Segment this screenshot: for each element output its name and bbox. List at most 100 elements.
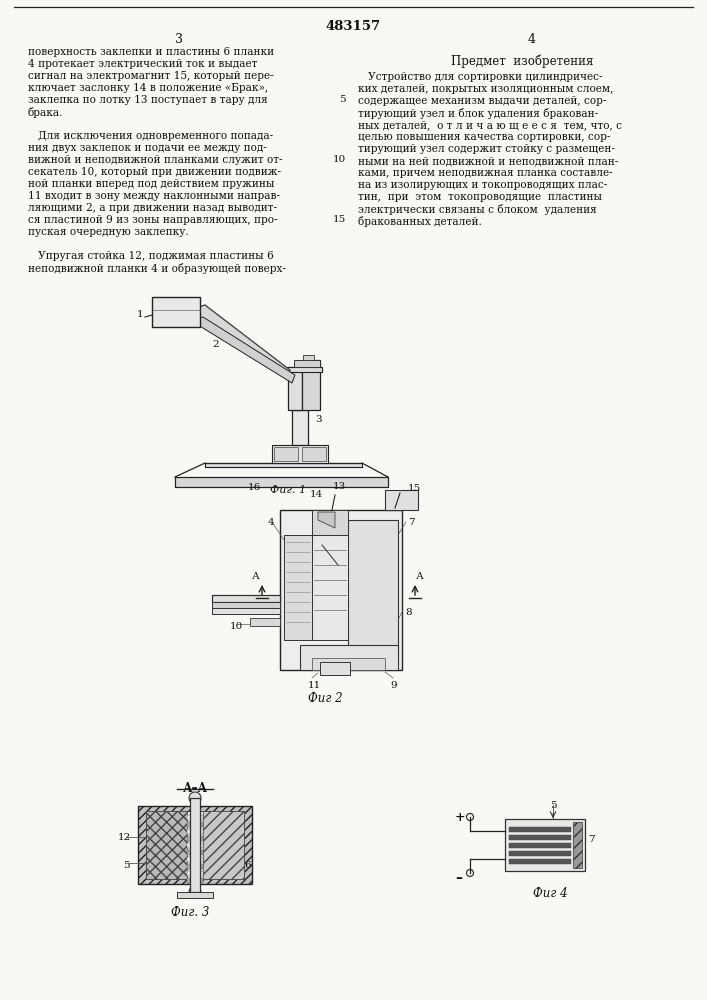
Polygon shape [187, 843, 203, 848]
Polygon shape [212, 595, 280, 602]
Polygon shape [280, 510, 402, 670]
Text: ных деталей,  о т л и ч а ю щ е е с я  тем, что, с: ных деталей, о т л и ч а ю щ е е с я тем… [358, 120, 622, 130]
Polygon shape [187, 857, 203, 862]
Text: секатель 10, который при движении подвиж-: секатель 10, который при движении подвиж… [28, 167, 281, 177]
Polygon shape [175, 477, 388, 487]
Text: 10: 10 [333, 155, 346, 164]
Polygon shape [312, 535, 348, 640]
Polygon shape [212, 602, 280, 608]
Text: поверхность заклепки и пластины 6 планки: поверхность заклепки и пластины 6 планки [28, 47, 274, 57]
Text: ками, причем неподвижная планка составле-: ками, причем неподвижная планка составле… [358, 168, 613, 178]
Text: целью повышения качества сортировки, сор-: целью повышения качества сортировки, сор… [358, 132, 610, 142]
Text: Упругая стойка 12, поджимая пластины 6: Упругая стойка 12, поджимая пластины 6 [28, 251, 274, 261]
Polygon shape [187, 864, 203, 869]
Polygon shape [312, 658, 385, 670]
Text: 8: 8 [405, 608, 411, 617]
Text: Устройство для сортировки цилиндричес-: Устройство для сортировки цилиндричес- [358, 72, 602, 82]
Polygon shape [138, 806, 252, 884]
Polygon shape [573, 822, 582, 868]
Polygon shape [312, 510, 348, 535]
Text: 11 входит в зону между наклонными направ-: 11 входит в зону между наклонными направ… [28, 191, 280, 201]
Polygon shape [187, 836, 203, 841]
Circle shape [467, 869, 474, 876]
Polygon shape [509, 851, 571, 856]
Text: заклепка по лотку 13 поступает в тару для: заклепка по лотку 13 поступает в тару дл… [28, 95, 268, 105]
Polygon shape [203, 811, 244, 879]
Text: 5: 5 [123, 861, 129, 870]
Circle shape [467, 814, 474, 820]
Text: ключает заслонку 14 в положение «Брак»,: ключает заслонку 14 в положение «Брак», [28, 83, 268, 93]
Text: 4 протекает электрический ток и выдает: 4 протекает электрический ток и выдает [28, 59, 257, 69]
Polygon shape [274, 447, 298, 461]
Polygon shape [190, 317, 295, 383]
Text: 10: 10 [230, 622, 243, 631]
Polygon shape [187, 822, 203, 827]
Polygon shape [294, 360, 320, 367]
Polygon shape [212, 608, 280, 614]
Text: 7: 7 [588, 835, 595, 844]
Text: 483157: 483157 [325, 20, 380, 33]
Text: ляющими 2, а при движении назад выводит-: ляющими 2, а при движении назад выводит- [28, 203, 277, 213]
Text: 12: 12 [118, 833, 132, 842]
Text: 11: 11 [308, 681, 321, 690]
Text: 3: 3 [315, 415, 322, 424]
Text: Для исключения одновременного попада-: Для исключения одновременного попада- [28, 131, 273, 141]
Polygon shape [272, 445, 328, 463]
Text: Предмет  изобретения: Предмет изобретения [451, 55, 593, 68]
Text: 16: 16 [248, 483, 262, 492]
Text: 15: 15 [408, 484, 421, 493]
Circle shape [294, 591, 302, 599]
Text: А: А [416, 572, 424, 581]
Polygon shape [509, 859, 571, 864]
Text: сигнал на электромагнит 15, который пере-: сигнал на электромагнит 15, который пере… [28, 71, 274, 81]
Circle shape [294, 566, 302, 574]
Polygon shape [300, 645, 398, 670]
Text: брака.: брака. [28, 107, 64, 118]
Polygon shape [187, 850, 203, 855]
Text: тирующий узел содержит стойку с размещен-: тирующий узел содержит стойку с размещен… [358, 144, 615, 154]
Text: 4: 4 [528, 33, 536, 46]
Polygon shape [509, 827, 571, 832]
Polygon shape [187, 815, 203, 820]
Polygon shape [190, 798, 200, 892]
Text: Фиг 4: Фиг 4 [532, 887, 567, 900]
Text: электрически связаны с блоком  удаления: электрически связаны с блоком удаления [358, 204, 597, 215]
Text: –: – [455, 871, 462, 885]
Text: 4: 4 [268, 518, 274, 527]
Text: содержащее механизм выдачи деталей, сор-: содержащее механизм выдачи деталей, сор- [358, 96, 607, 106]
Polygon shape [303, 355, 314, 360]
Polygon shape [302, 360, 320, 410]
Text: ными на ней подвижной и неподвижной план-: ными на ней подвижной и неподвижной план… [358, 156, 618, 166]
Polygon shape [146, 811, 244, 879]
Text: ния двух заклепок и подачи ее между под-: ния двух заклепок и подачи ее между под- [28, 143, 267, 153]
Circle shape [189, 792, 201, 804]
Text: А–А: А–А [182, 782, 208, 795]
Text: Фиг. 3: Фиг. 3 [171, 906, 209, 919]
Text: 7: 7 [408, 518, 414, 527]
Polygon shape [505, 819, 585, 871]
Text: 6: 6 [244, 861, 250, 870]
Text: пуская очередную заклепку.: пуская очередную заклепку. [28, 227, 189, 237]
Polygon shape [177, 892, 213, 898]
Text: бракованных деталей.: бракованных деталей. [358, 216, 482, 227]
Text: неподвижной планки 4 и образующей поверх-: неподвижной планки 4 и образующей поверх… [28, 263, 286, 274]
Text: ких деталей, покрытых изоляционным слоем,: ких деталей, покрытых изоляционным слоем… [358, 84, 614, 94]
Text: 2: 2 [212, 340, 218, 349]
Polygon shape [318, 512, 335, 528]
Text: тирующий узел и блок удаления бракован-: тирующий узел и блок удаления бракован- [358, 108, 598, 119]
Polygon shape [288, 367, 302, 410]
Polygon shape [385, 490, 418, 510]
Text: 1: 1 [137, 310, 144, 319]
Text: 5: 5 [339, 95, 346, 104]
Text: 15: 15 [333, 215, 346, 224]
Polygon shape [292, 410, 308, 445]
Polygon shape [205, 463, 362, 467]
Polygon shape [284, 535, 312, 640]
Text: 5: 5 [550, 801, 556, 810]
Text: 9: 9 [390, 681, 397, 690]
Text: тин,  при  этом  токопроводящие  пластины: тин, при этом токопроводящие пластины [358, 192, 602, 202]
Text: А: А [252, 572, 260, 581]
Text: Фиг. 1: Фиг. 1 [270, 485, 306, 495]
Polygon shape [320, 662, 350, 675]
Polygon shape [187, 871, 203, 876]
